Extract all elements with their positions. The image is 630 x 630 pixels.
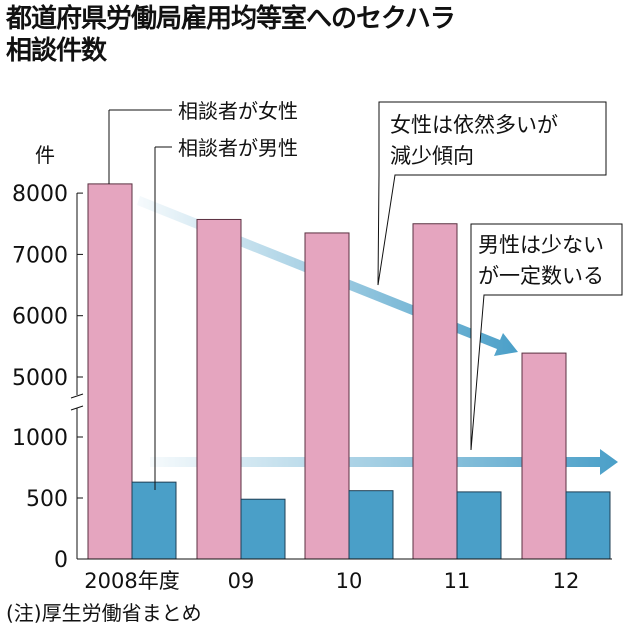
- bar-female-12: [521, 352, 567, 560]
- chart-title-line2: 相談件数: [6, 36, 107, 66]
- female-trend-callout: 女性は依然多いが 減少傾向: [377, 101, 607, 286]
- y-tick-label: 6000: [12, 305, 68, 330]
- x-tick-label: 12: [553, 569, 580, 593]
- male-trend-text-1: 男性は少ない: [478, 233, 604, 257]
- bar-female-11: [412, 223, 458, 560]
- male-trend-text-2: が一定数いる: [478, 264, 604, 288]
- x-tick-label: 10: [336, 569, 363, 593]
- chart-title: 都道府県労働局雇用均等室へのセクハラ: [6, 4, 456, 34]
- axis-break-mark: [70, 393, 84, 399]
- source-note: (注)厚生労働省まとめ: [6, 601, 202, 625]
- bar-female-2008年度: [87, 183, 133, 560]
- male-trend-arrow: [150, 449, 618, 475]
- bar-male-10: [348, 490, 394, 560]
- y-tick-label: 500: [26, 487, 68, 512]
- legend-female: 相談者が女性: [178, 99, 298, 123]
- y-tick-label: 8000: [12, 182, 68, 207]
- bar-female-09: [196, 218, 242, 560]
- x-tick-label: 2008年度: [84, 569, 179, 593]
- female-trend-text-1: 女性は依然多いが: [390, 113, 558, 137]
- bar-female-10: [304, 232, 350, 560]
- legend-male: 相談者が男性: [178, 136, 298, 160]
- axis-break-mark: [70, 405, 84, 411]
- y-tick-label: 0: [54, 548, 68, 573]
- x-tick-label: 11: [444, 569, 471, 593]
- y-tick-label: 7000: [12, 243, 68, 268]
- bar-male-11: [456, 491, 502, 560]
- male-trend-callout: 男性は少ない が一定数いる: [470, 223, 623, 451]
- female-trend-text-2: 減少傾向: [390, 144, 474, 168]
- bar-male-2008年度: [131, 481, 177, 560]
- y-tick-label: 1000: [12, 426, 68, 451]
- y-axis-unit: 件: [35, 143, 55, 167]
- bar-male-12: [565, 491, 611, 560]
- bar-male-09: [240, 498, 286, 560]
- x-tick-label: 09: [228, 569, 255, 593]
- y-tick-label: 5000: [12, 366, 68, 391]
